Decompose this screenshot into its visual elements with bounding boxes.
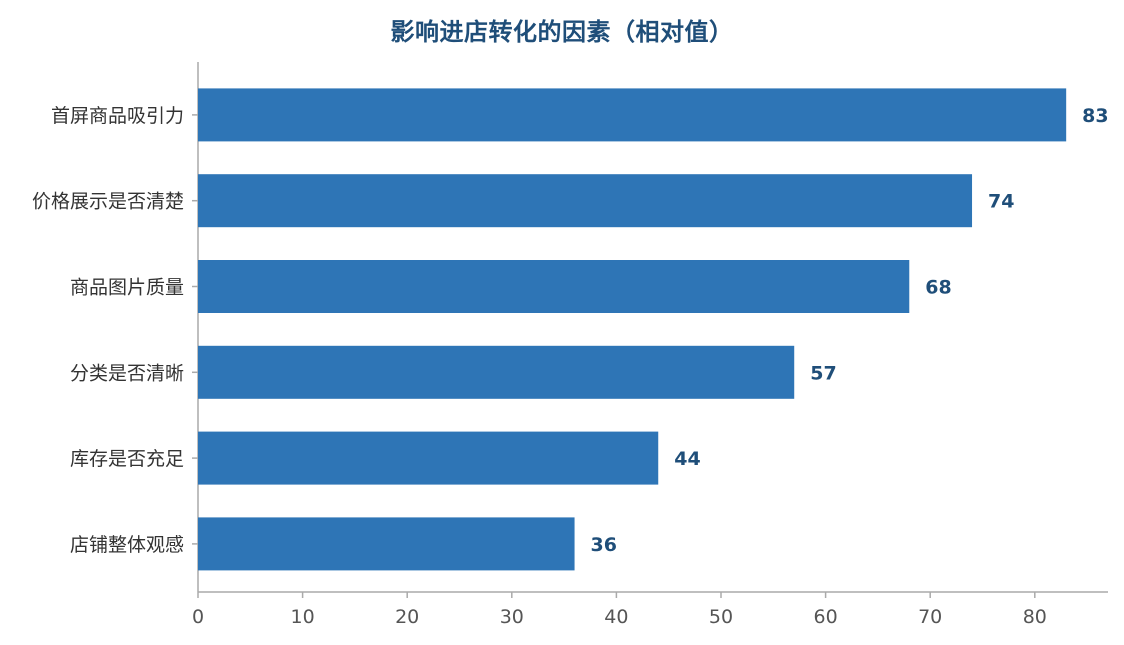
bar <box>198 517 575 571</box>
bar <box>198 174 973 228</box>
x-tick-label: 70 <box>918 606 942 628</box>
category-label: 店铺整体观感 <box>70 534 184 556</box>
category-label: 分类是否清晰 <box>70 362 184 384</box>
value-label: 68 <box>925 277 951 299</box>
value-label: 83 <box>1082 105 1108 127</box>
x-tick-label: 60 <box>814 606 838 628</box>
bar <box>198 345 795 399</box>
category-label: 商品图片质量 <box>70 277 184 299</box>
category-label: 首屏商品吸引力 <box>51 105 184 127</box>
bar <box>198 431 659 485</box>
x-tick-label: 50 <box>709 606 733 628</box>
x-tick-label: 20 <box>395 606 419 628</box>
x-tick-label: 30 <box>500 606 524 628</box>
value-label: 74 <box>988 191 1014 213</box>
bar <box>198 88 1067 142</box>
bar <box>198 260 910 313</box>
x-tick-label: 0 <box>192 606 204 628</box>
x-tick-label: 80 <box>1023 606 1047 628</box>
value-label: 44 <box>674 448 700 470</box>
value-label: 36 <box>591 534 617 556</box>
x-tick-label: 40 <box>604 606 628 628</box>
category-label: 库存是否充足 <box>70 448 184 470</box>
x-tick-label: 10 <box>291 606 315 628</box>
value-label: 57 <box>810 362 836 384</box>
category-label: 价格展示是否清楚 <box>32 191 184 213</box>
chart-title: 影响进店转化的因素（相对值） <box>390 18 734 46</box>
